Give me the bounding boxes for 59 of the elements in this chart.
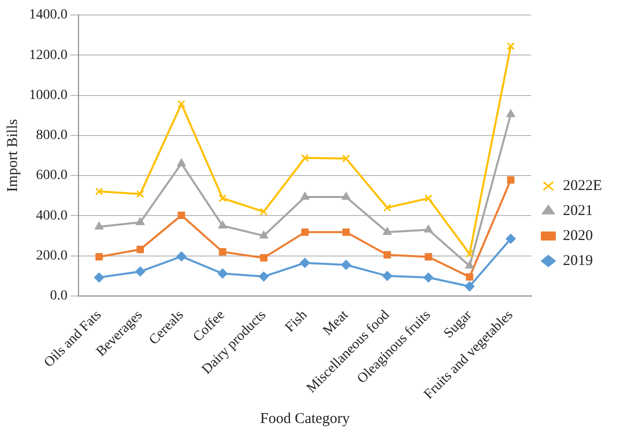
point — [382, 270, 392, 281]
point — [342, 192, 350, 200]
y-tick-label: 1200.0 — [29, 48, 68, 63]
point — [136, 217, 145, 226]
y-tick-label: 400.0 — [36, 208, 68, 224]
point — [136, 190, 144, 198]
point — [342, 228, 350, 236]
point — [424, 194, 432, 202]
y-tick-label: 1400.0 — [29, 8, 68, 23]
point — [423, 272, 434, 283]
point — [259, 230, 268, 239]
point — [506, 234, 516, 244]
point — [464, 281, 475, 292]
point — [383, 204, 392, 212]
point — [94, 222, 104, 230]
point — [300, 154, 309, 162]
point — [301, 228, 309, 236]
point — [466, 250, 474, 258]
point — [506, 109, 516, 118]
point — [177, 158, 186, 166]
point — [260, 208, 268, 216]
y-tick-label: 0.0 — [50, 288, 68, 304]
point — [465, 260, 474, 269]
point — [95, 187, 104, 196]
point — [136, 246, 144, 254]
x-axis-title: Food Category — [260, 410, 350, 427]
point — [94, 272, 104, 283]
point — [260, 254, 268, 262]
y-tick-label: 800.0 — [36, 128, 68, 144]
x-tick-label: Fish — [282, 308, 310, 336]
legend-label: 2022E — [562, 178, 602, 194]
point — [218, 268, 228, 279]
y-tick-label: 1000.0 — [29, 88, 68, 103]
point — [424, 253, 432, 261]
point — [218, 248, 226, 256]
point — [95, 253, 103, 261]
point — [466, 273, 474, 281]
point — [341, 260, 352, 270]
legend-label: 2020 — [562, 228, 593, 244]
point — [258, 272, 269, 282]
point — [382, 227, 392, 235]
point — [507, 176, 514, 184]
y-tick-label: 600.0 — [36, 168, 68, 184]
point — [135, 266, 146, 277]
point — [424, 224, 433, 233]
point — [177, 100, 186, 108]
point — [384, 251, 391, 259]
point — [342, 154, 350, 162]
point — [218, 220, 227, 228]
point — [218, 194, 227, 202]
y-axis-title: Import Bills — [4, 118, 21, 192]
point — [178, 212, 186, 219]
legend-label: 2019 — [562, 252, 593, 269]
legend-label: 2021 — [562, 202, 593, 219]
point — [506, 42, 515, 50]
point — [300, 258, 310, 268]
point — [176, 251, 186, 262]
y-tick-label: 200.0 — [36, 248, 68, 264]
point — [300, 192, 310, 200]
